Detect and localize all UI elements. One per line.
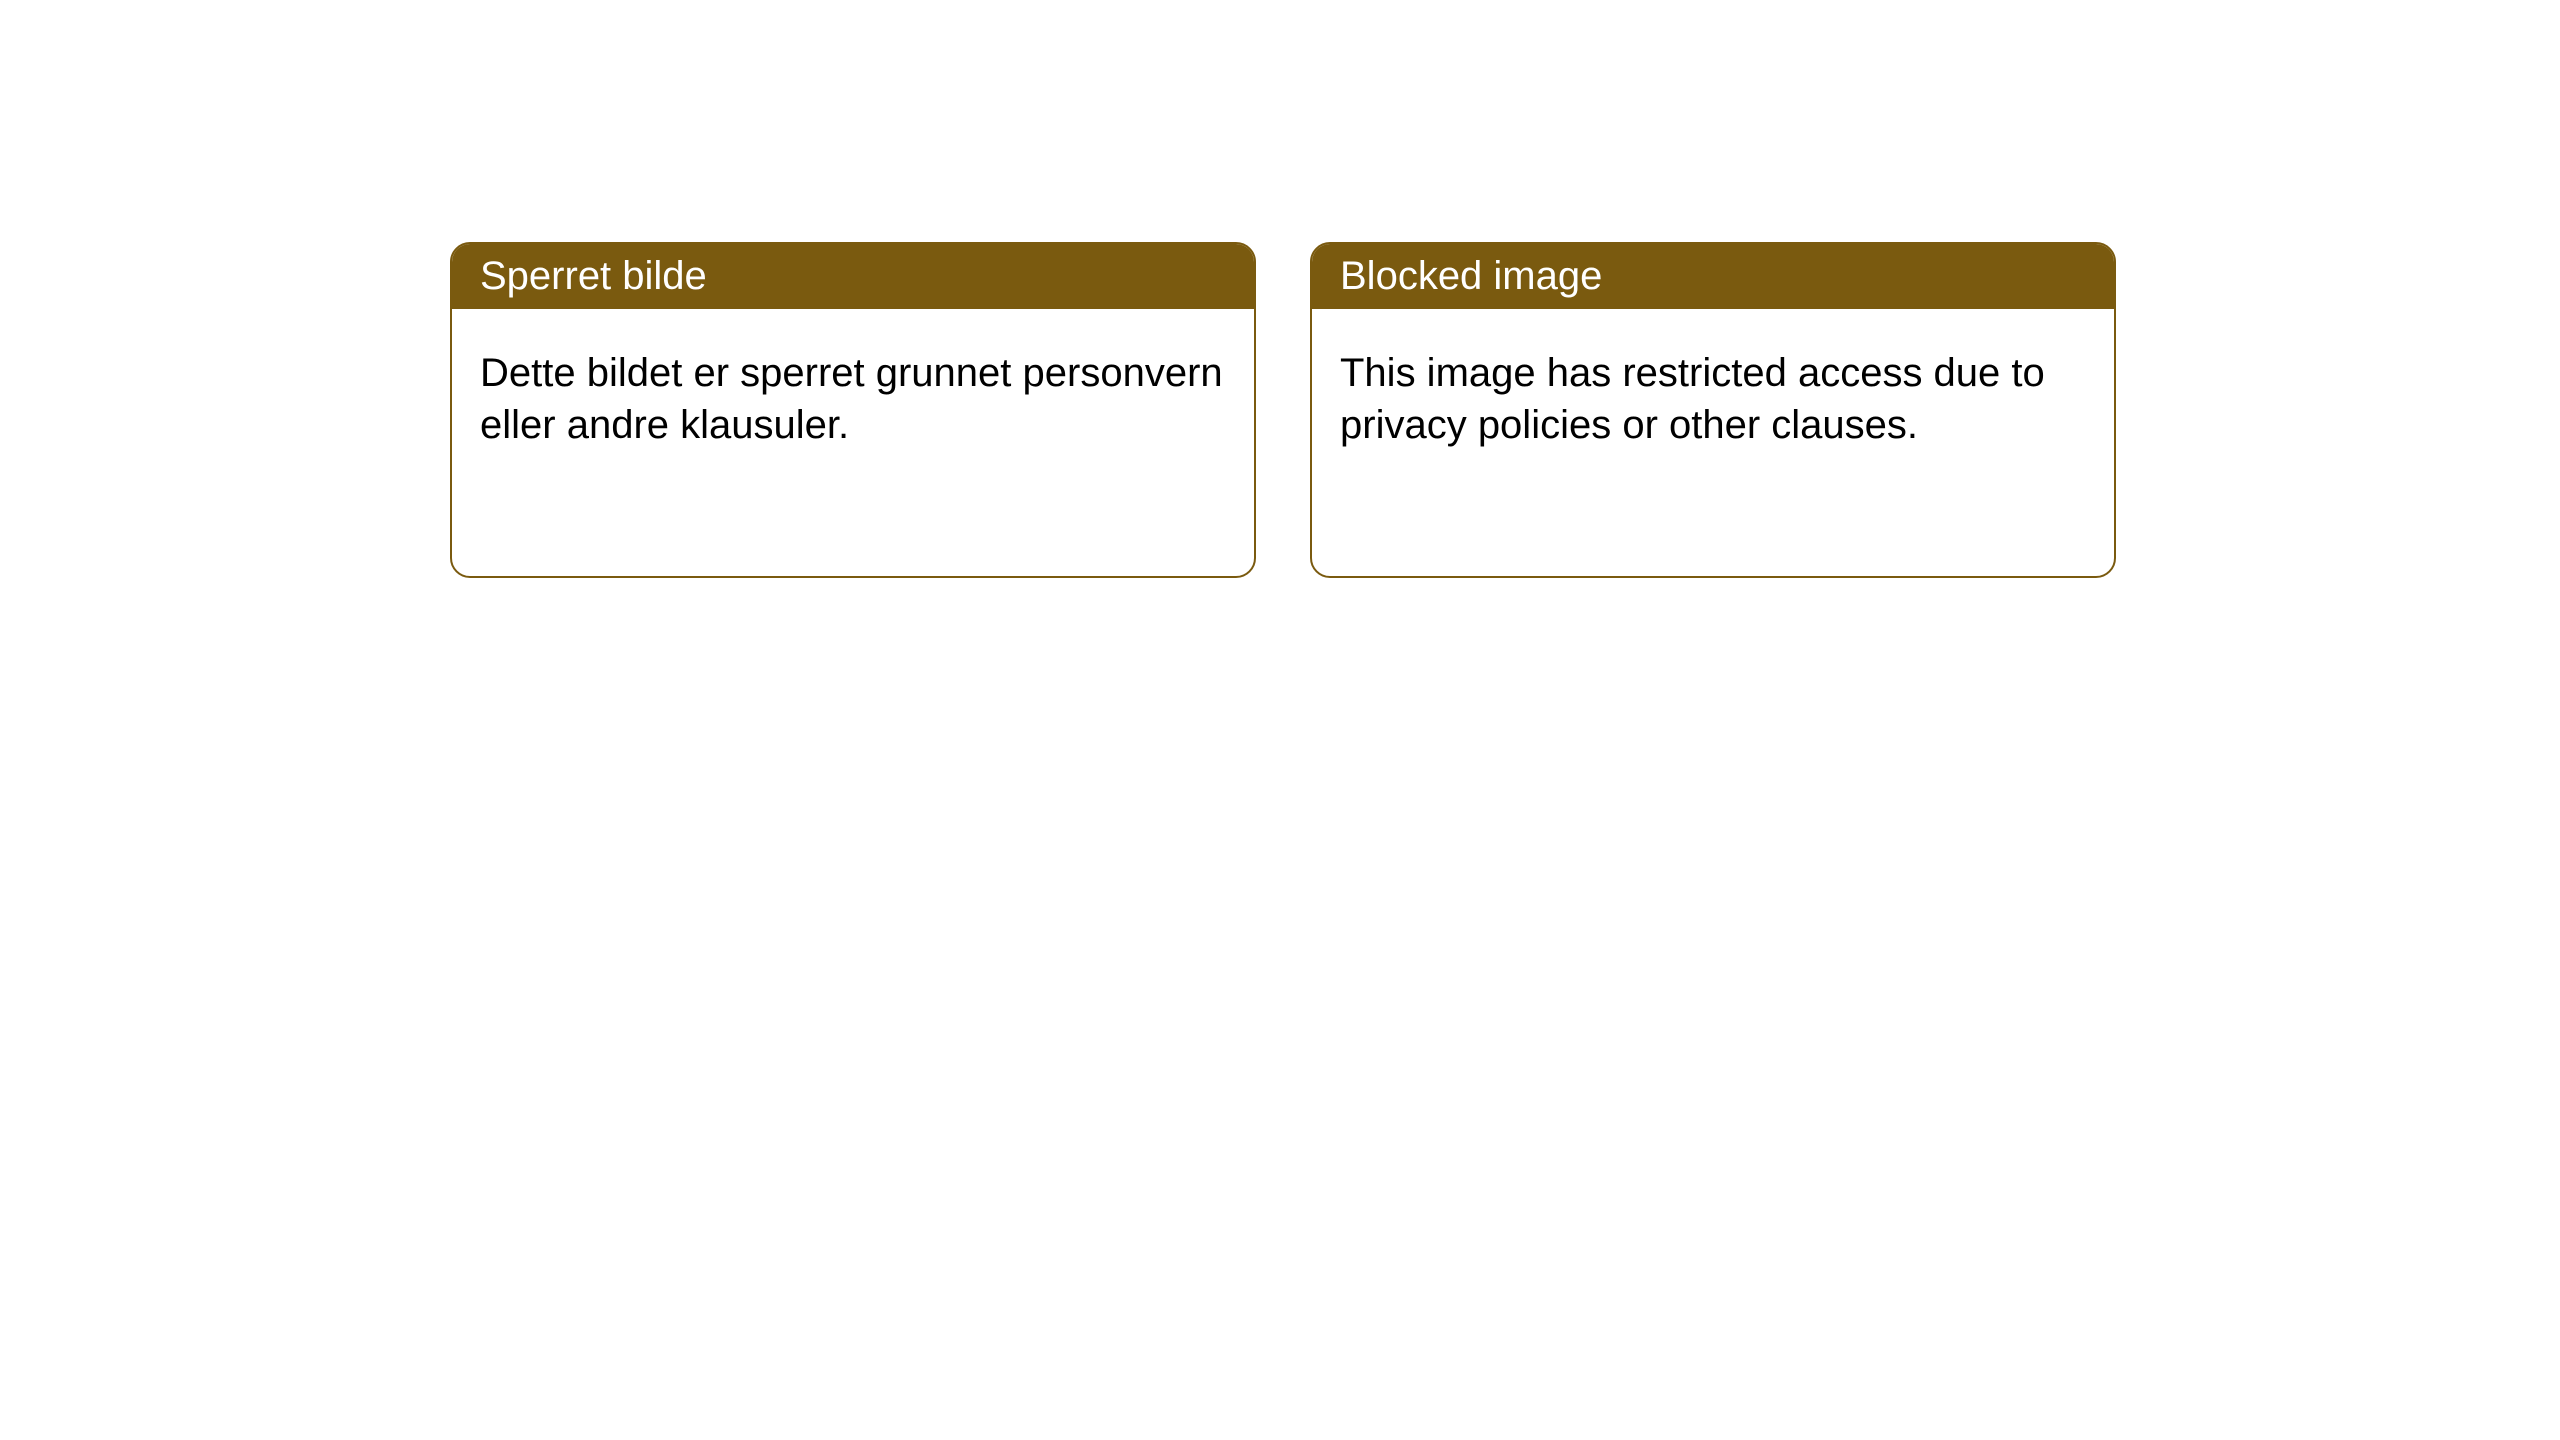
notice-title: Blocked image <box>1340 254 1602 298</box>
notice-container: Sperret bilde Dette bildet er sperret gr… <box>0 0 2560 578</box>
notice-header: Blocked image <box>1312 244 2114 309</box>
notice-body: This image has restricted access due to … <box>1312 309 2114 489</box>
notice-body: Dette bildet er sperret grunnet personve… <box>452 309 1254 489</box>
notice-title: Sperret bilde <box>480 254 707 298</box>
notice-text: This image has restricted access due to … <box>1340 351 2045 447</box>
notice-card-norwegian: Sperret bilde Dette bildet er sperret gr… <box>450 242 1256 578</box>
notice-card-english: Blocked image This image has restricted … <box>1310 242 2116 578</box>
notice-text: Dette bildet er sperret grunnet personve… <box>480 351 1223 447</box>
notice-header: Sperret bilde <box>452 244 1254 309</box>
